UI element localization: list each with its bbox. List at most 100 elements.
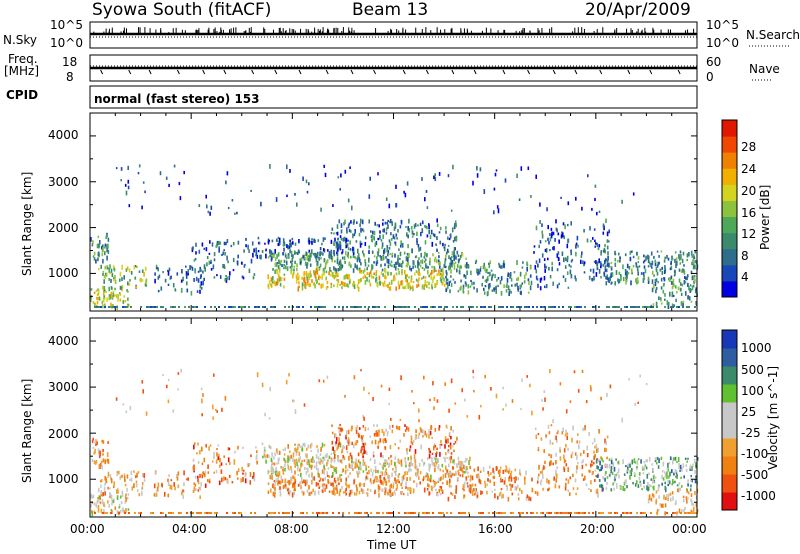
power-ground-cell (394, 306, 396, 308)
velocity-cell (410, 468, 412, 472)
velocity-cell (199, 473, 201, 478)
power-ground-cell (126, 306, 128, 308)
power-cell (552, 246, 554, 250)
power-cell (668, 277, 670, 281)
velocity-cell (646, 473, 649, 479)
power-cell (387, 253, 389, 257)
power-cell (493, 210, 495, 215)
velocity-cell (687, 483, 689, 487)
power-cell (632, 192, 635, 196)
velocity-cell (441, 482, 444, 485)
velocity-cell (429, 479, 432, 483)
velocity-cell (255, 454, 258, 459)
power-cell (389, 221, 391, 224)
velocity-cell (187, 477, 189, 481)
velocity-ylabel: Slant Range [km] (20, 378, 34, 483)
velocity-cell (572, 425, 574, 431)
power-cell (106, 247, 108, 253)
velocity-cell (368, 392, 370, 395)
power-cell (298, 275, 300, 279)
velocity-cell (332, 446, 334, 451)
power-cell (221, 253, 223, 257)
power-cell (606, 239, 609, 243)
velocity-cell (581, 473, 584, 477)
velocity-cell (466, 458, 468, 461)
power-cell (450, 258, 452, 264)
power-ground-cell (526, 306, 528, 308)
power-cell (647, 265, 650, 268)
velocity-cell (640, 459, 642, 464)
power-cell (401, 281, 404, 286)
velocity-cell (341, 486, 343, 490)
velocity-cell (404, 429, 407, 432)
velocity-cell (93, 451, 96, 455)
power-cell (398, 270, 400, 275)
velocity-cell (91, 458, 94, 462)
power-cell (323, 272, 325, 276)
velocity-cell (141, 491, 143, 496)
velocity-cell (645, 383, 648, 386)
power-cell (210, 268, 213, 271)
velocity-cell (463, 481, 466, 486)
power-cell (454, 247, 456, 251)
power-ground-cell (606, 306, 608, 308)
velocity-ground-cell (642, 512, 644, 514)
velocity-cell (466, 466, 468, 469)
velocity-cell (543, 466, 546, 469)
velocity-cell (240, 478, 242, 483)
power-cell (552, 231, 555, 236)
power-cell (497, 276, 500, 280)
power-cell (334, 274, 336, 278)
power-cell (388, 239, 391, 243)
velocity-cell (466, 467, 468, 471)
power-ground-cell (192, 306, 194, 308)
power-cell (421, 228, 424, 234)
power-cell (442, 277, 444, 280)
power-cell (551, 266, 553, 272)
velocity-cell (297, 464, 299, 468)
power-cell (345, 250, 347, 256)
power-cell (382, 222, 384, 226)
velocity-cell (292, 457, 294, 463)
power-cell (112, 292, 115, 298)
velocity-cell (194, 483, 197, 487)
power-cell (614, 262, 617, 267)
power-ground-cell (346, 306, 348, 308)
power-cell (459, 270, 461, 275)
power-ground-cell (632, 306, 634, 308)
power-cell (359, 270, 362, 274)
power-ground-cell (254, 306, 256, 308)
power-ground-cell (506, 306, 508, 308)
power-ground-cell (270, 306, 272, 308)
power-cell (498, 262, 500, 266)
power-cell (210, 261, 212, 264)
velocity-cell (684, 507, 686, 510)
velocity-cell (93, 510, 96, 514)
power-cell (224, 277, 227, 282)
power-cell (387, 284, 389, 288)
velocity-cell (377, 445, 379, 448)
velocity-cell (108, 504, 110, 508)
velocity-cell (565, 429, 567, 435)
xlabel: Time UT (367, 538, 417, 552)
power-cell (315, 253, 317, 256)
velocity-cell (655, 499, 657, 505)
velocity-cell (666, 467, 669, 471)
power-cell (325, 276, 327, 281)
velocity-cell (401, 486, 403, 490)
power-ground-cell (484, 306, 486, 308)
power-cell (400, 219, 403, 223)
power-cell (487, 283, 490, 288)
power-ground-cell (576, 306, 578, 308)
velocity-cell (605, 487, 608, 490)
velocity-cell (422, 478, 424, 482)
velocity-cell (490, 472, 492, 475)
cpid-frame (89, 85, 698, 109)
power-cell (276, 270, 278, 274)
power-cell (267, 241, 270, 245)
velocity-cell (384, 446, 386, 449)
power-cell (596, 261, 599, 264)
velocity-cell (363, 461, 366, 466)
power-cell (107, 243, 109, 249)
power-cell (218, 247, 220, 253)
